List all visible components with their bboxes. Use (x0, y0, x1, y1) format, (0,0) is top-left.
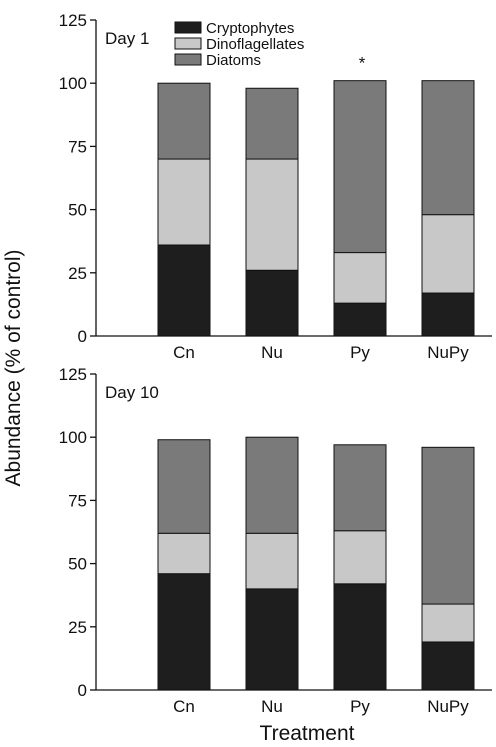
legend-label-diatoms: Diatoms (206, 52, 261, 69)
category-label-nu: Nu (261, 697, 283, 716)
category-label-nupy: NuPy (427, 343, 469, 362)
bar-py-dinoflagellates (333, 252, 387, 304)
y-tick-label: 100 (59, 74, 87, 93)
bar-cn-dinoflagellates (157, 532, 211, 575)
bar-nupy-cryptophytes (421, 641, 475, 691)
legend-label-cryptophytes: Cryptophytes (206, 20, 294, 37)
y-tick-label: 125 (59, 11, 87, 30)
bar-py-diatoms (333, 80, 387, 254)
bar-nupy-diatoms (421, 446, 475, 605)
y-tick-label: 125 (59, 365, 87, 384)
y-tick-label: 75 (68, 491, 87, 510)
y-tick-label: 75 (68, 137, 87, 156)
y-tick-label: 25 (68, 264, 87, 283)
bar-nu-diatoms (245, 87, 299, 160)
legend-swatch-diatoms (174, 53, 202, 66)
legend-swatch-dinoflagellates (174, 37, 202, 50)
y-tick-label: 100 (59, 428, 87, 447)
bar-nupy-dinoflagellates (421, 603, 475, 643)
bar-cn-cryptophytes (157, 573, 211, 691)
bar-nu-dinoflagellates (245, 158, 299, 271)
significance-marker: * (359, 54, 366, 73)
y-tick-label: 0 (78, 681, 87, 700)
bar-py-cryptophytes (333, 583, 387, 691)
bar-py-dinoflagellates (333, 530, 387, 585)
x-axis-title: Treatment (260, 722, 355, 745)
y-tick-label: 50 (68, 201, 87, 220)
category-label-py: Py (350, 343, 370, 362)
bar-py-diatoms (333, 444, 387, 532)
bar-nu-diatoms (245, 436, 299, 534)
bar-cn-diatoms (157, 82, 211, 160)
bar-nupy-dinoflagellates (421, 214, 475, 294)
bar-py-cryptophytes (333, 302, 387, 337)
bar-nu-cryptophytes (245, 269, 299, 337)
category-label-py: Py (350, 697, 370, 716)
bar-nupy-diatoms (421, 80, 475, 216)
y-tick-label: 0 (78, 327, 87, 346)
bar-nu-cryptophytes (245, 588, 299, 691)
panel-label: Day 1 (105, 29, 149, 48)
bar-nupy-cryptophytes (421, 292, 475, 337)
bar-cn-cryptophytes (157, 244, 211, 337)
category-label-cn: Cn (173, 343, 195, 362)
y-tick-label: 50 (68, 555, 87, 574)
panel-label: Day 10 (105, 383, 159, 402)
y-tick-label: 25 (68, 618, 87, 637)
category-label-nu: Nu (261, 343, 283, 362)
y-axis-title: Abundance (% of control) (2, 250, 25, 487)
legend-label-dinoflagellates: Dinoflagellates (206, 36, 304, 53)
bar-cn-diatoms (157, 439, 211, 534)
category-label-cn: Cn (173, 697, 195, 716)
category-label-nupy: NuPy (427, 697, 469, 716)
bar-nu-dinoflagellates (245, 532, 299, 590)
bar-cn-dinoflagellates (157, 158, 211, 246)
legend-swatch-cryptophytes (174, 21, 202, 34)
